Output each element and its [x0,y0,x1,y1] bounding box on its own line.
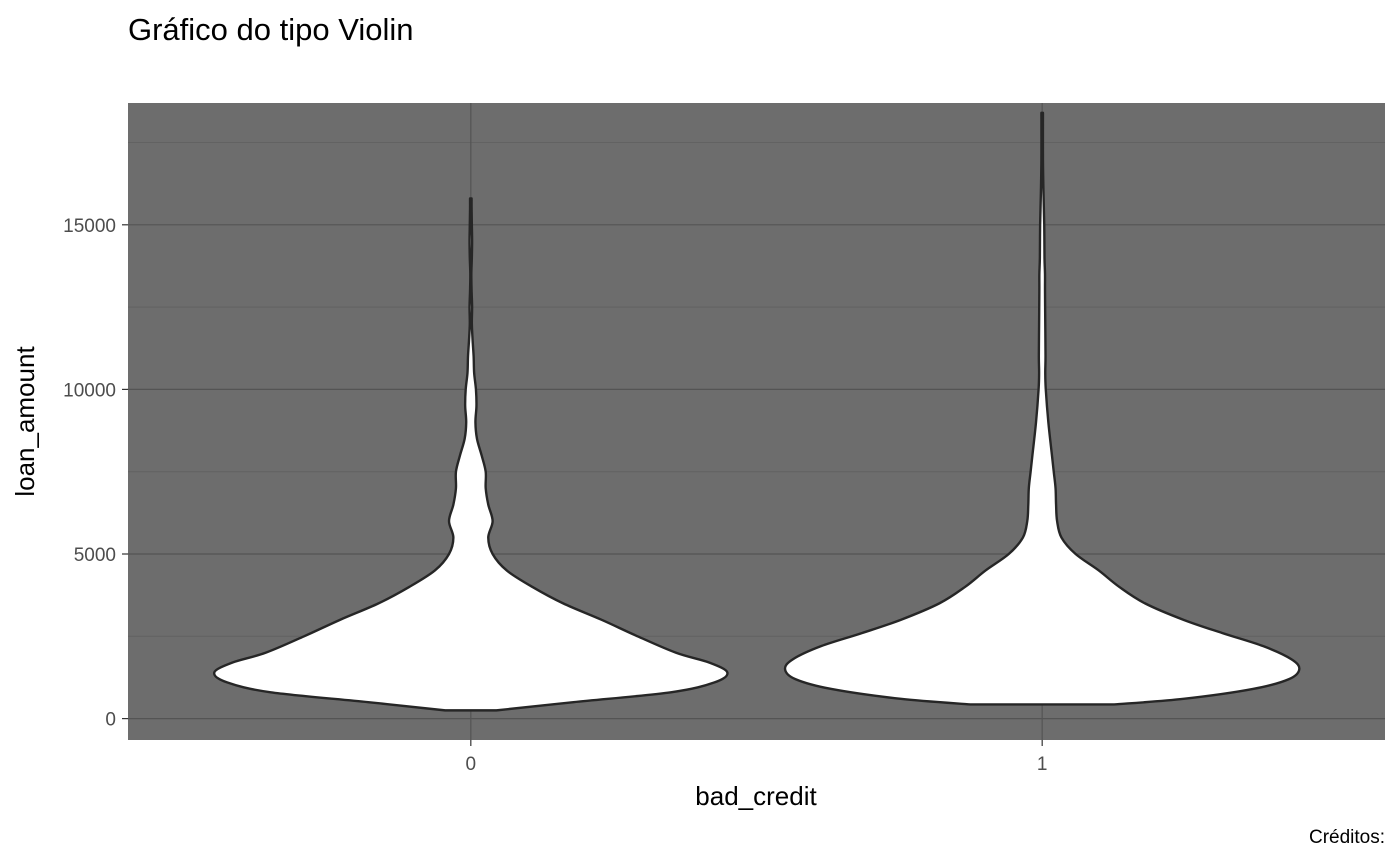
x-axis-title: bad_credit [695,781,817,811]
violin-0 [213,197,729,712]
y-tick-label: 10000 [63,380,116,401]
violin-layer [213,111,1301,712]
y-axis-title: loan_amount [10,346,40,497]
chart-title: Gráfico do tipo Violin [128,12,413,47]
chart-caption: Créditos: [1309,827,1385,848]
violin-1 [783,111,1301,706]
x-tick-label: 0 [466,754,477,775]
y-tick-label: 15000 [63,216,116,237]
y-tick-label: 5000 [74,545,116,566]
y-tick-label: 0 [105,710,116,731]
y-axis-ticks: 0 5000 10000 15000 [63,216,128,731]
x-tick-label: 1 [1037,754,1048,775]
